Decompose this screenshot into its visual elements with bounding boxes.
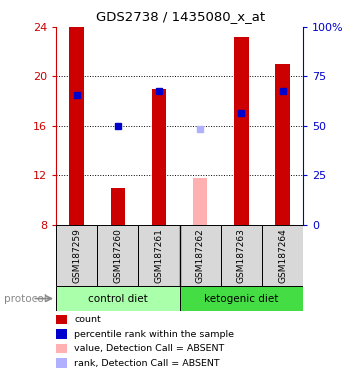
Bar (234, 37, 249, 225)
Bar (180, 286, 303, 311)
Bar (110, 187, 125, 225)
Bar (69, 27, 84, 225)
Text: count: count (74, 315, 101, 324)
Text: rank, Detection Call = ABSENT: rank, Detection Call = ABSENT (74, 359, 219, 368)
Bar (193, 178, 208, 225)
Bar (152, 89, 166, 225)
Bar (180, 225, 221, 286)
Text: value, Detection Call = ABSENT: value, Detection Call = ABSENT (74, 344, 224, 353)
Text: protocol: protocol (4, 294, 46, 304)
Text: ketogenic diet: ketogenic diet (204, 293, 279, 304)
Text: control diet: control diet (88, 293, 148, 304)
Text: GDS2738 / 1435080_x_at: GDS2738 / 1435080_x_at (96, 10, 265, 23)
Text: GSM187264: GSM187264 (278, 228, 287, 283)
Bar (275, 64, 290, 225)
Text: GSM187261: GSM187261 (155, 228, 164, 283)
Text: percentile rank within the sample: percentile rank within the sample (74, 329, 234, 339)
Bar (138, 225, 180, 286)
Text: GSM187259: GSM187259 (72, 228, 81, 283)
Bar (56, 286, 180, 311)
Bar (262, 225, 303, 286)
Bar (56, 225, 97, 286)
Text: GSM187263: GSM187263 (237, 228, 246, 283)
Text: GSM187262: GSM187262 (196, 228, 205, 283)
Text: GSM187260: GSM187260 (113, 228, 122, 283)
Bar (97, 225, 138, 286)
Bar (221, 225, 262, 286)
